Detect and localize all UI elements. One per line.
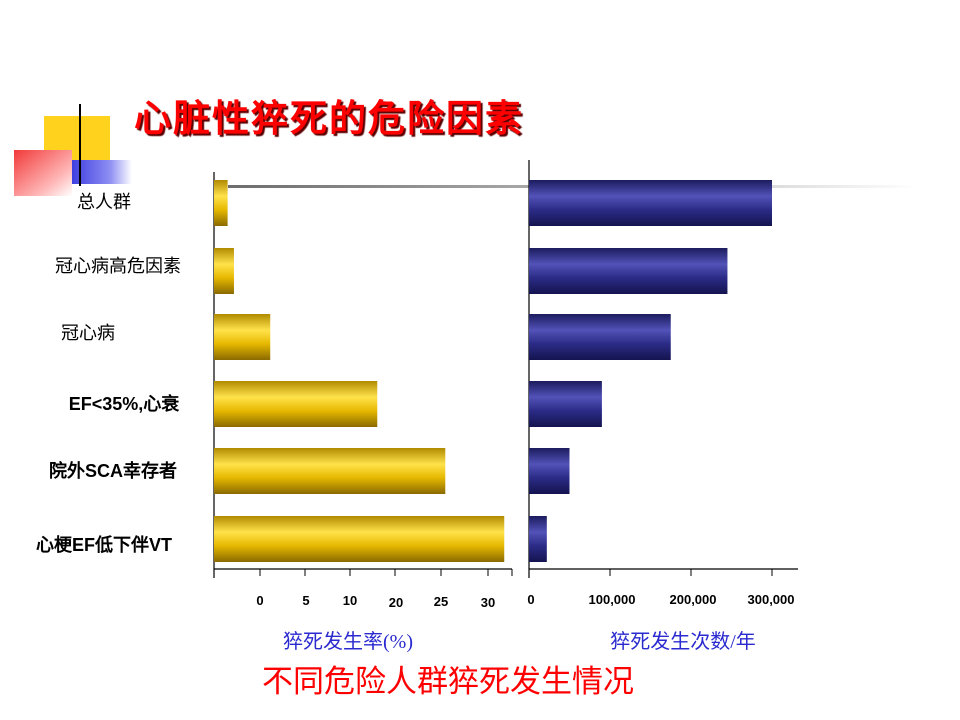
left-tick-label: 30 xyxy=(481,595,495,610)
footer-caption: 不同危险人群猝死发生情况 xyxy=(262,664,634,700)
left-tick-label: 10 xyxy=(343,593,357,608)
left-bar xyxy=(214,448,446,494)
left-bar xyxy=(214,248,234,294)
left-bar xyxy=(214,381,378,427)
category-label: 总人群 xyxy=(77,192,131,212)
left-bar xyxy=(214,180,228,226)
left-tick-label: 20 xyxy=(389,595,403,610)
decor-red-square xyxy=(14,150,72,196)
right-bar xyxy=(529,314,671,360)
right-chart-count: 0 100,000 200,000 300,000 猝死发生次数/年 xyxy=(527,160,798,653)
category-label: 心梗EF低下伴VT xyxy=(36,534,172,555)
left-bar xyxy=(214,314,271,360)
decor-vertical-line xyxy=(79,104,81,186)
right-tick-label: 300,000 xyxy=(748,592,795,607)
left-chart-rate: 0 5 10 20 25 30 猝死发生率(%) xyxy=(213,172,513,653)
category-label: 院外SCA幸存者 xyxy=(49,460,177,481)
right-bar xyxy=(529,516,547,562)
left-tick-label: 0 xyxy=(256,593,263,608)
left-tick-label: 25 xyxy=(434,594,448,609)
right-bar xyxy=(529,180,772,226)
left-x-axis-label: 猝死发生率(%) xyxy=(283,630,413,653)
right-tick-label: 100,000 xyxy=(589,592,636,607)
right-tick-label: 200,000 xyxy=(670,592,717,607)
category-label: 冠心病高危因素 xyxy=(55,256,181,276)
page-title: 心脏性猝死的危险因素 xyxy=(134,96,524,140)
category-label: EF<35%,心衰 xyxy=(69,393,181,414)
right-bar xyxy=(529,448,570,494)
category-label: 冠心病 xyxy=(61,323,115,343)
right-bar xyxy=(529,381,602,427)
right-tick-label: 0 xyxy=(527,592,534,607)
left-bar xyxy=(214,516,505,562)
right-x-axis-label: 猝死发生次数/年 xyxy=(610,630,756,653)
left-tick-label: 5 xyxy=(302,593,309,608)
right-bar xyxy=(529,248,728,294)
